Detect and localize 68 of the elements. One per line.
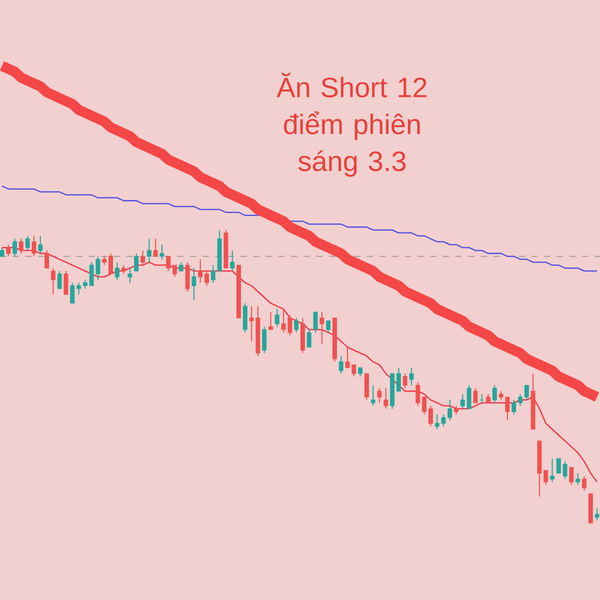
candlestick bbox=[306, 329, 312, 348]
candlestick bbox=[262, 326, 267, 354]
candlestick bbox=[473, 388, 478, 404]
candlestick bbox=[134, 252, 139, 272]
candlestick bbox=[6, 244, 11, 257]
candlestick bbox=[582, 476, 586, 492]
candlestick bbox=[448, 399, 452, 421]
candlestick bbox=[210, 264, 216, 284]
candlestick bbox=[38, 235, 43, 254]
candlestick bbox=[428, 405, 433, 427]
candlestick bbox=[274, 308, 280, 328]
candlestick bbox=[268, 312, 273, 330]
candlestick bbox=[320, 312, 324, 345]
candlestick bbox=[492, 384, 497, 404]
candlestick bbox=[370, 384, 376, 406]
candlestick bbox=[64, 270, 68, 295]
candlestick bbox=[76, 282, 82, 295]
candlestick bbox=[402, 373, 408, 389]
candlestick bbox=[544, 470, 548, 486]
candlestick bbox=[12, 238, 18, 257]
candlestick bbox=[172, 264, 177, 278]
candlestick bbox=[192, 268, 196, 301]
candlestick bbox=[326, 320, 331, 334]
text: Ăn Short 12 điểm phiên sáng 3.3 bbox=[276, 72, 426, 177]
candlestick bbox=[70, 282, 75, 304]
candlestick bbox=[518, 394, 522, 406]
candlestick bbox=[313, 312, 318, 334]
candlestick bbox=[18, 238, 24, 254]
candlestick bbox=[338, 355, 344, 374]
candlestick bbox=[160, 244, 164, 260]
candlestick bbox=[569, 466, 574, 486]
candlestick bbox=[422, 396, 427, 416]
candlestick bbox=[108, 252, 113, 274]
candlestick bbox=[153, 238, 158, 257]
candlestick bbox=[562, 460, 568, 480]
candlestick bbox=[556, 458, 561, 474]
candlestick bbox=[281, 308, 286, 334]
candlestick bbox=[364, 373, 369, 400]
candlestick bbox=[460, 394, 465, 410]
candlestick bbox=[416, 382, 420, 406]
candlestick bbox=[345, 346, 350, 368]
candlestick bbox=[146, 238, 152, 263]
candlestick bbox=[396, 367, 401, 392]
candlestick bbox=[377, 388, 382, 404]
candlestick bbox=[242, 302, 248, 334]
candlestick bbox=[140, 250, 145, 266]
candlestick bbox=[550, 458, 554, 482]
candlestick bbox=[128, 268, 132, 284]
candlestick bbox=[114, 262, 120, 280]
candlestick bbox=[288, 314, 292, 336]
candlestick bbox=[44, 250, 50, 269]
candlestick bbox=[352, 364, 356, 378]
candlestick bbox=[466, 384, 472, 410]
candlestick bbox=[204, 270, 209, 286]
candlestick bbox=[185, 262, 190, 292]
candlestick bbox=[230, 250, 235, 272]
candlestick bbox=[50, 268, 56, 295]
candlestick bbox=[576, 472, 580, 486]
candlestick bbox=[512, 399, 516, 416]
candlestick bbox=[524, 384, 529, 400]
candlestick bbox=[32, 235, 36, 257]
candlestick bbox=[166, 256, 171, 272]
candlestick bbox=[384, 388, 388, 410]
candlestick bbox=[294, 317, 299, 334]
candlestick bbox=[409, 367, 414, 386]
candlestick bbox=[198, 258, 203, 284]
candlestick bbox=[57, 270, 62, 290]
candlestick bbox=[25, 235, 30, 252]
